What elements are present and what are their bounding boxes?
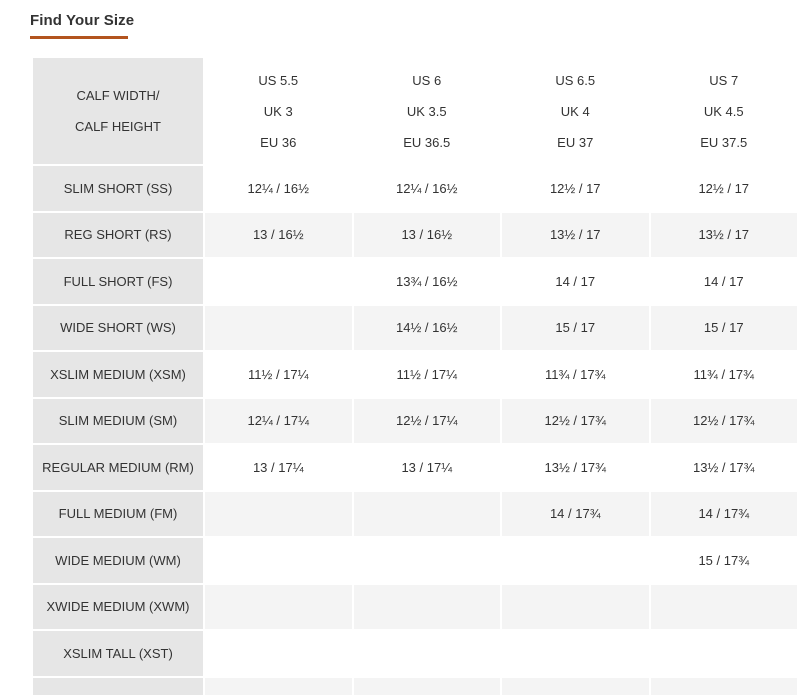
measurement-cell: [353, 491, 500, 536]
table-row: REGULAR MEDIUM (RM) 13 / 17¼ 13 / 17¼ 13½ /…: [33, 445, 797, 490]
size-header-cell: US 6.5 UK 4 EU 37: [502, 58, 649, 164]
corner-header-cell: CALF WIDTH/ CALF HEIGHT: [33, 58, 203, 164]
measurement-cell: [353, 538, 500, 583]
measurement-cell: 14 / 17: [502, 259, 649, 304]
measurement-cell: [205, 259, 352, 304]
us-size: US 5.5: [258, 72, 299, 88]
eu-size: EU 37: [557, 134, 594, 150]
table-row: SLIM MEDIUM (SM) 12¼ / 17¼ 12½ / 17¼ 12½ / …: [33, 398, 797, 443]
measurement-cell: [205, 631, 352, 676]
measurement-cell: 14 / 17: [650, 259, 797, 304]
row-label-cell: [33, 677, 203, 695]
measurement-cell: [650, 677, 797, 695]
table-row: XSLIM MEDIUM (XSM) 11½ / 17¼ 11½ / 17¼ 11¾ …: [33, 352, 797, 397]
measurement-cell: 13 / 16½: [353, 212, 500, 257]
table-row: FULL SHORT (FS) 13¾ / 16½ 14 / 17 14 / 17: [33, 259, 797, 304]
measurement-cell: 12½ / 17: [650, 166, 797, 211]
measurement-cell: 13½ / 17¾: [650, 445, 797, 490]
measurement-cell: [205, 305, 352, 350]
title-underline: [30, 36, 128, 39]
table-row: WIDE SHORT (WS) 14½ / 16½ 15 / 17 15 / 17: [33, 305, 797, 350]
measurement-cell: 15 / 17: [650, 305, 797, 350]
measurement-cell: 13¾ / 16½: [353, 259, 500, 304]
measurement-cell: 11¾ / 17¾: [502, 352, 649, 397]
us-size: US 6: [412, 72, 442, 88]
measurement-cell: 12½ / 17¾: [650, 398, 797, 443]
measurement-cell: 12¼ / 16½: [205, 166, 352, 211]
row-label-cell: REGULAR MEDIUM (RM): [33, 445, 203, 490]
row-label-cell: WIDE SHORT (WS): [33, 305, 203, 350]
measurement-cell: 14 / 17¾: [502, 491, 649, 536]
measurement-cell: [502, 677, 649, 695]
row-label-cell: FULL MEDIUM (FM): [33, 491, 203, 536]
measurement-cell: [502, 538, 649, 583]
row-label-cell: FULL SHORT (FS): [33, 259, 203, 304]
row-label-cell: XWIDE MEDIUM (XWM): [33, 584, 203, 629]
measurement-cell: 12¼ / 17¼: [205, 398, 352, 443]
measurement-cell: 13½ / 17¾: [502, 445, 649, 490]
measurement-cell: [205, 584, 352, 629]
measurement-cell: 14 / 17¾: [650, 491, 797, 536]
measurement-cell: [205, 491, 352, 536]
measurement-cell: [353, 677, 500, 695]
us-size: US 6.5: [555, 72, 596, 88]
size-header-cell: US 7 UK 4.5 EU 37.5: [650, 58, 797, 164]
table-row: FULL MEDIUM (FM) 14 / 17¾ 14 / 17¾: [33, 491, 797, 536]
measurement-cell: [353, 631, 500, 676]
measurement-cell: [650, 584, 797, 629]
measurement-cell: [205, 538, 352, 583]
table-row: XWIDE MEDIUM (XWM): [33, 584, 797, 629]
measurement-cell: 13 / 17¼: [353, 445, 500, 490]
eu-size: EU 36: [260, 134, 297, 150]
table-row: WIDE MEDIUM (WM) 15 / 17¾: [33, 538, 797, 583]
corner-label-line: CALF WIDTH/: [76, 88, 160, 103]
measurement-cell: 14½ / 16½: [353, 305, 500, 350]
size-header-row: CALF WIDTH/ CALF HEIGHT US 5.5 UK 3 EU 3…: [33, 58, 797, 164]
row-label-cell: XSLIM TALL (XST): [33, 631, 203, 676]
uk-size: UK 3: [263, 103, 293, 119]
measurement-cell: 12½ / 17: [502, 166, 649, 211]
uk-size: UK 3.5: [406, 103, 447, 119]
table-row: [33, 677, 797, 695]
measurement-cell: [205, 677, 352, 695]
measurement-cell: 11½ / 17¼: [205, 352, 352, 397]
measurement-cell: [502, 584, 649, 629]
measurement-cell: [650, 631, 797, 676]
measurement-cell: [502, 631, 649, 676]
eu-size: EU 36.5: [403, 134, 451, 150]
size-header-cell: US 5.5 UK 3 EU 36: [205, 58, 352, 164]
size-header-cell: US 6 UK 3.5 EU 36.5: [353, 58, 500, 164]
row-label-cell: SLIM SHORT (SS): [33, 166, 203, 211]
measurement-cell: 11¾ / 17¾: [650, 352, 797, 397]
measurement-cell: 12½ / 17¾: [502, 398, 649, 443]
measurement-cell: 12½ / 17¼: [353, 398, 500, 443]
table-row: SLIM SHORT (SS) 12¼ / 16½ 12¼ / 16½ 12½ / 1…: [33, 166, 797, 211]
measurement-cell: 11½ / 17¼: [353, 352, 500, 397]
page-title: Find Your Size: [30, 12, 135, 29]
uk-size: UK 4.5: [703, 103, 744, 119]
row-label-cell: REG SHORT (RS): [33, 212, 203, 257]
table-row: XSLIM TALL (XST): [33, 631, 797, 676]
measurement-cell: 13 / 17¼: [205, 445, 352, 490]
section-header: Find Your Size: [30, 12, 134, 39]
corner-label-line: CALF HEIGHT: [75, 119, 161, 134]
measurement-cell: 15 / 17¾: [650, 538, 797, 583]
measurement-cell: 15 / 17: [502, 305, 649, 350]
measurement-cell: 13½ / 17: [650, 212, 797, 257]
measurement-cell: 12¼ / 16½: [353, 166, 500, 211]
measurement-cell: 13 / 16½: [205, 212, 352, 257]
size-chart-table: CALF WIDTH/ CALF HEIGHT US 5.5 UK 3 EU 3…: [31, 56, 799, 695]
row-label-cell: XSLIM MEDIUM (XSM): [33, 352, 203, 397]
row-label-cell: SLIM MEDIUM (SM): [33, 398, 203, 443]
size-chart-body: CALF WIDTH/ CALF HEIGHT US 5.5 UK 3 EU 3…: [33, 58, 797, 695]
eu-size: EU 37.5: [700, 134, 748, 150]
table-row: REG SHORT (RS) 13 / 16½ 13 / 16½ 13½ / 17 13…: [33, 212, 797, 257]
row-label-cell: WIDE MEDIUM (WM): [33, 538, 203, 583]
measurement-cell: [353, 584, 500, 629]
us-size: US 7: [709, 72, 739, 88]
measurement-cell: 13½ / 17: [502, 212, 649, 257]
uk-size: UK 4: [560, 103, 590, 119]
